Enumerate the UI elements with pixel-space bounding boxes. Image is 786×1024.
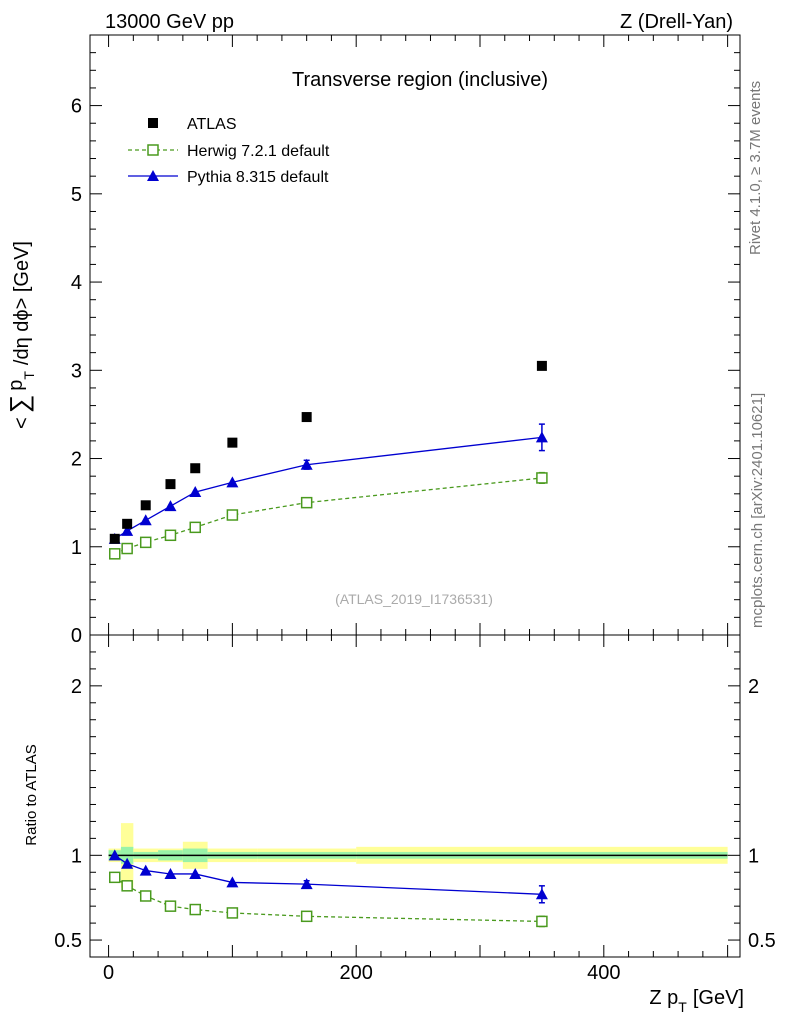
ratio-y-tick-label-right: 2: [748, 676, 759, 698]
ratio-pythia-point: [226, 876, 239, 888]
mcplots-label: mcplots.cern.ch [arXiv:2401.10621]: [749, 393, 766, 628]
legend-atlas-label: ATLAS: [187, 116, 237, 133]
y-label-sum: ∑: [4, 395, 34, 414]
ratio-herwig-point: [121, 880, 133, 892]
ratio-x-ticks: 0 200 400: [103, 635, 729, 984]
ratio-y-tick-label-right: 0.5: [748, 930, 776, 952]
main-y-tick-label: 6: [71, 96, 82, 118]
main-herwig-point: [189, 521, 201, 534]
main-atlas-point: [122, 518, 133, 529]
legend-herwig-marker: [147, 144, 159, 156]
ratio-y-ticks: 0.5 0.5 1 1 2 2: [54, 651, 776, 952]
x-label-main: Z p: [649, 987, 678, 1009]
ratio-herwig-point: [536, 915, 548, 928]
main-pythia-point: [189, 486, 202, 498]
main-y-tick-label: 1: [71, 537, 82, 559]
y-label-sub: T: [21, 371, 37, 380]
main-herwig-point: [536, 472, 548, 484]
ratio-herwig-point: [109, 871, 121, 884]
main-atlas-point: [109, 533, 120, 544]
ratio-herwig-point: [300, 910, 313, 923]
ratio-y-tick-label: 2: [71, 676, 82, 698]
ratio-pythia-point: [300, 878, 313, 890]
x-label-sub: T: [678, 999, 687, 1015]
x-axis-label: Z pT [GeV]: [649, 987, 744, 1015]
main-herwig-point: [164, 529, 177, 542]
x-tick-label: 0: [103, 962, 114, 984]
main-pythia-line: [114, 436, 542, 540]
legend-pythia-marker: [147, 170, 159, 181]
legend-pythia-label: Pythia 8.315 default: [187, 169, 329, 186]
main-y-label: < ∑ pT/dη dϕ> [GeV]: [4, 241, 37, 429]
y-label-rest: /dη dϕ> [GeV]: [11, 241, 33, 365]
main-pythia-point: [226, 476, 239, 488]
main-panel: Transverse region (inclusive) (ATLAS_201…: [4, 34, 741, 647]
main-pythia-point: [164, 500, 177, 512]
ratio-pythia-point: [164, 867, 177, 879]
ratio-herwig-point: [189, 903, 201, 916]
ratio-y-tick-label-right: 1: [748, 845, 759, 867]
rivet-version-label: Rivet 4.1.0, ≥ 3.7M events: [747, 81, 764, 255]
ratio-panel: 0.5 0.5 1 1 2 2 0 200 400 Ratio to ATLAS Z pT [G…: [23, 634, 776, 1015]
main-herwig-line: [114, 477, 542, 555]
y-label-p: p: [5, 380, 27, 391]
ratio-herwig-point: [226, 907, 239, 919]
svg-text:<∑pT/dη dϕ> [GeV]: < ∑ pT/dη dϕ> [GeV]: [4, 241, 37, 429]
main-atlas-point: [165, 479, 176, 490]
main-herwig-point: [226, 509, 239, 521]
main-atlas-point: [140, 500, 151, 511]
main-y-tick-label: 0: [71, 625, 82, 647]
main-pythia-point: [535, 431, 548, 443]
main-pythia-point: [121, 524, 134, 536]
legend-atlas-marker: [148, 118, 158, 128]
main-series: [108, 360, 548, 560]
x-label-unit: [GeV]: [693, 987, 744, 1009]
main-pythia-point: [300, 458, 313, 470]
y-label-open: <: [11, 417, 33, 429]
main-atlas-point: [190, 463, 201, 474]
ratio-panel-frame: [89, 634, 741, 958]
main-atlas-point: [301, 412, 312, 423]
ratio-pythia-point: [121, 857, 134, 869]
header-collision-label: 13000 GeV pp: [105, 11, 234, 33]
ratio-y-tick-label: 0.5: [54, 930, 82, 952]
main-atlas-point: [227, 437, 238, 448]
main-title: Transverse region (inclusive): [292, 69, 548, 91]
legend: ATLAS Herwig 7.2.1 default Pythia 8.315 …: [128, 116, 330, 186]
main-herwig-point: [109, 548, 121, 560]
x-tick-label: 200: [340, 962, 373, 984]
main-x-ticks: [108, 35, 729, 635]
x-tick-label: 400: [587, 962, 620, 984]
main-herwig-point: [139, 536, 152, 549]
ratio-herwig-point: [139, 890, 152, 902]
main-herwig-point: [121, 542, 133, 555]
ratio-y-tick-label: 1: [71, 845, 82, 867]
ratio-pythia-point: [535, 888, 548, 900]
main-pythia-point: [139, 514, 152, 526]
main-y-ticks: 0 1 2 3 4 5 6: [71, 34, 740, 647]
ratio-y-label: Ratio to ATLAS: [23, 744, 40, 845]
main-y-tick-label: 4: [71, 272, 82, 294]
legend-herwig-label: Herwig 7.2.1 default: [187, 143, 330, 160]
ratio-series: [108, 849, 548, 928]
main-atlas-point: [536, 360, 547, 371]
watermark: (ATLAS_2019_I1736531): [335, 591, 493, 607]
main-y-tick-label: 3: [71, 360, 82, 382]
main-y-tick-label: 2: [71, 449, 82, 471]
ratio-herwig-line: [114, 876, 542, 923]
ratio-pythia-point: [139, 864, 152, 876]
ratio-herwig-point: [164, 900, 177, 912]
ratio-pythia-point: [108, 849, 121, 861]
main-y-tick-label: 5: [71, 184, 82, 206]
ratio-pythia-point: [189, 867, 202, 879]
header-process-label: Z (Drell-Yan): [620, 11, 733, 33]
main-herwig-point: [300, 496, 313, 509]
